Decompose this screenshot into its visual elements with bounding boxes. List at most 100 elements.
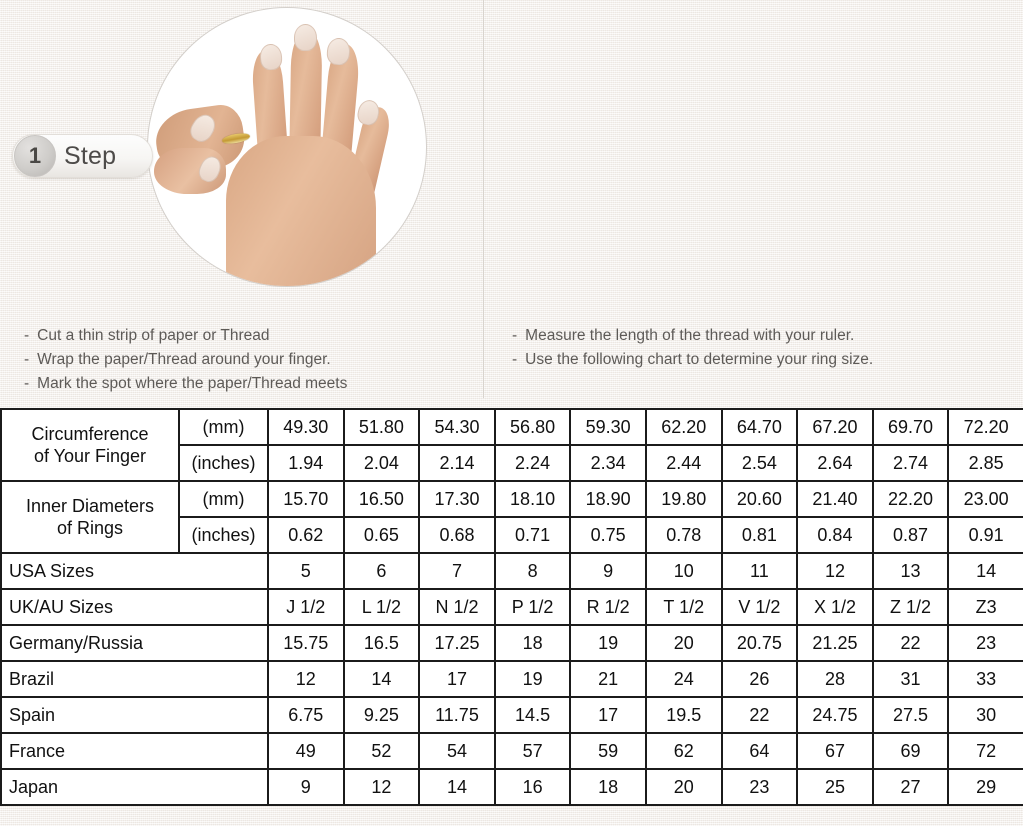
cell: 52 — [342, 732, 421, 770]
cell: 21 — [569, 660, 647, 698]
cell: 17.25 — [418, 624, 496, 662]
cell: 12 — [796, 552, 874, 590]
cell: 27.5 — [871, 696, 950, 734]
cell: 26 — [720, 660, 799, 698]
cell: 6.75 — [267, 696, 345, 734]
row-label-usa-sizes: USA Sizes — [0, 552, 269, 590]
cell: J 1/2 — [267, 588, 345, 626]
cell: 16.5 — [342, 624, 421, 662]
table-row: France 49 52 54 57 59 62 64 67 69 72 — [0, 732, 1023, 770]
cell: 20.60 — [720, 480, 799, 518]
instruction-item: Wrap the paper/Thread around your finger… — [24, 348, 347, 372]
hand-with-ring-photo — [148, 8, 426, 286]
cell: 22 — [720, 696, 799, 734]
cell: 0.71 — [493, 516, 572, 554]
cell: V 1/2 — [720, 588, 799, 626]
cell: 9.25 — [342, 696, 421, 734]
cell: 2.74 — [871, 444, 950, 482]
instruction-item: Measure the length of the thread with yo… — [512, 324, 873, 348]
table-row: Japan 9 12 14 16 18 20 23 25 27 29 — [0, 768, 1023, 806]
cell: 62.20 — [644, 408, 723, 446]
unit-inches: (inches) — [178, 444, 269, 482]
cell: 0.78 — [644, 516, 723, 554]
cell: 9 — [569, 552, 647, 590]
cell: 67 — [796, 732, 874, 770]
cell: 17.30 — [418, 480, 496, 518]
cell: 10 — [644, 552, 723, 590]
cell: 57 — [493, 732, 572, 770]
steps-section: 1 Step Cut a thin strip of paper or Thre… — [0, 0, 1023, 408]
cell: 14 — [418, 768, 496, 806]
cell: 7 — [418, 552, 496, 590]
cell: T 1/2 — [644, 588, 723, 626]
cell: 29 — [947, 768, 1023, 806]
cell: 28 — [796, 660, 874, 698]
unit-inches: (inches) — [178, 516, 269, 554]
cell: 0.65 — [342, 516, 421, 554]
cell: N 1/2 — [418, 588, 496, 626]
cell: 0.75 — [569, 516, 647, 554]
cell: L 1/2 — [342, 588, 421, 626]
table-row: Spain 6.75 9.25 11.75 14.5 17 19.5 22 24… — [0, 696, 1023, 734]
cell: 22.20 — [871, 480, 950, 518]
cell: 16.50 — [342, 480, 421, 518]
cell: 16 — [493, 768, 572, 806]
cell: 8 — [493, 552, 572, 590]
table-row: Germany/Russia 15.75 16.5 17.25 18 19 20… — [0, 624, 1023, 662]
cell: 27 — [871, 768, 950, 806]
cell: 5 — [267, 552, 345, 590]
palm — [226, 136, 376, 286]
cell: 17 — [569, 696, 647, 734]
ring-size-chart-table: Circumference of Your Finger (mm) 49.30 … — [0, 408, 1023, 806]
row-label-brazil: Brazil — [0, 660, 269, 698]
cell: 15.70 — [267, 480, 345, 518]
cell: 33 — [947, 660, 1023, 698]
cell: 25 — [796, 768, 874, 806]
table-row: (inches) 1.94 2.04 2.14 2.24 2.34 2.44 2… — [1, 444, 1023, 482]
table-row: Inner Diameters of Rings (mm) 15.70 16.5… — [0, 480, 1023, 554]
cell: 24.75 — [796, 696, 874, 734]
cell: 1.94 — [267, 444, 345, 482]
cell: 59 — [569, 732, 647, 770]
cell: 2.85 — [947, 444, 1023, 482]
row-label-japan: Japan — [0, 768, 269, 806]
cell: 18.90 — [569, 480, 647, 518]
cell: 54 — [418, 732, 496, 770]
nail-middle — [294, 24, 317, 51]
row-label-line2: of Your Finger — [33, 446, 147, 466]
cell: P 1/2 — [493, 588, 572, 626]
step-2-instructions: Measure the length of the thread with yo… — [512, 324, 873, 372]
table-row: USA Sizes 5 6 7 8 9 10 11 12 13 14 — [0, 552, 1023, 590]
unit-mm: (mm) — [178, 408, 269, 446]
cell: 19.80 — [644, 480, 723, 518]
hand-illustration — [148, 8, 426, 286]
step-panel-2: 1 2 3 2 Step Measure the length of the t… — [484, 0, 1023, 408]
cell: 31 — [871, 660, 950, 698]
cell: 11.75 — [418, 696, 496, 734]
cell: 0.91 — [947, 516, 1023, 554]
cell: 20 — [644, 768, 723, 806]
cell: 23 — [947, 624, 1023, 662]
cell: 49 — [267, 732, 345, 770]
table-row: Circumference of Your Finger (mm) 49.30 … — [0, 408, 1023, 482]
cell: 49.30 — [267, 408, 345, 446]
cell: 22 — [871, 624, 950, 662]
cell: 0.62 — [267, 516, 345, 554]
row-label-france: France — [0, 732, 269, 770]
cell: 21.40 — [796, 480, 874, 518]
cell: 2.14 — [418, 444, 496, 482]
cell: 24 — [644, 660, 723, 698]
cell: 72 — [947, 732, 1023, 770]
step-badge-1: 1 Step — [12, 134, 154, 178]
cell: 54.30 — [418, 408, 496, 446]
row-label-inner-diameter: Inner Diameters of Rings — [0, 480, 180, 554]
row-label-line1: Circumference — [31, 424, 149, 444]
cell: R 1/2 — [569, 588, 647, 626]
row-label-germany-russia: Germany/Russia — [0, 624, 269, 662]
table-row: UK/AU Sizes J 1/2 L 1/2 N 1/2 P 1/2 R 1/… — [0, 588, 1023, 626]
cell: 13 — [871, 552, 950, 590]
cell: 12 — [342, 768, 421, 806]
cell: 15.75 — [267, 624, 345, 662]
cell: 59.30 — [569, 408, 647, 446]
